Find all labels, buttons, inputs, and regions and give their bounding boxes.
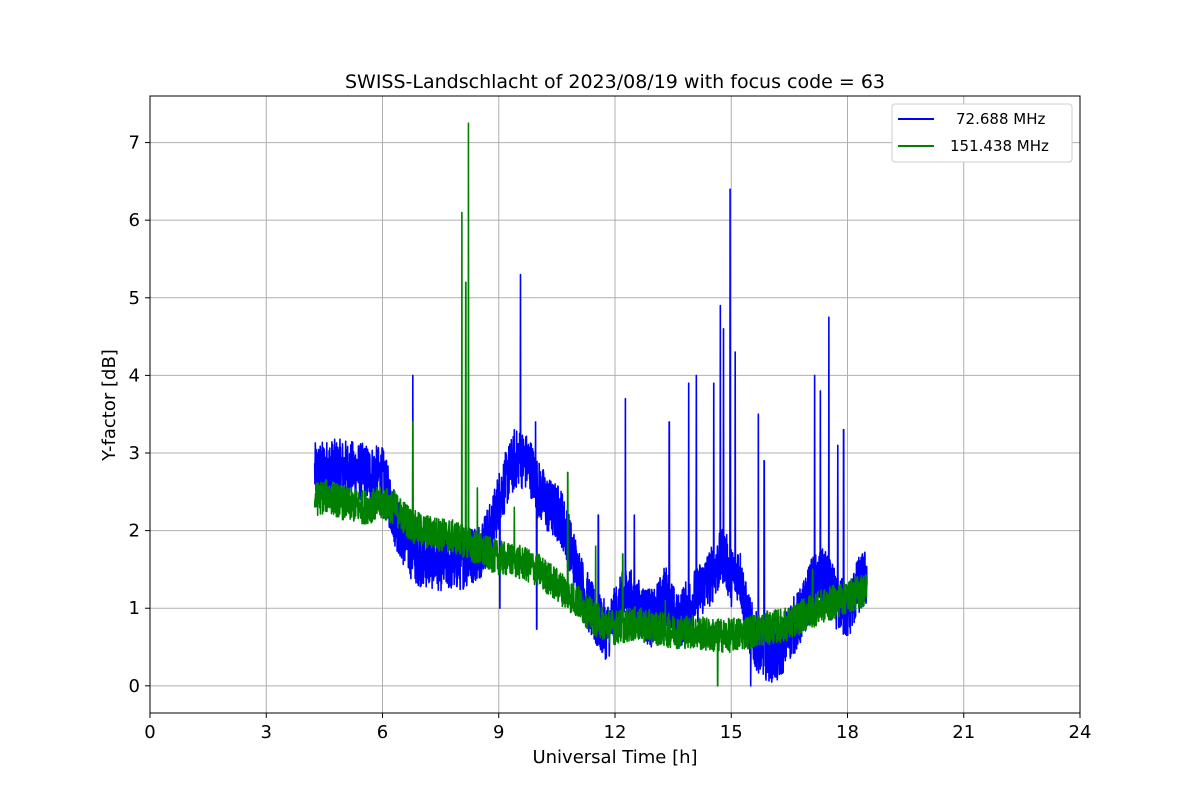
x-tick-label: 18 [836,722,859,743]
legend-label-series-2: 151.438 MHz [950,137,1049,155]
y-axis-label: Y-factor [dB] [99,349,120,462]
legend-box [891,103,1073,163]
legend: 72.688 MHz 151.438 MHz [891,103,1073,163]
y-tick-label: 4 [129,365,140,386]
y-tick-label: 2 [129,521,140,542]
x-axis-label: Universal Time [h] [532,747,697,768]
y-tick-label: 0 [129,676,140,697]
x-tick-label: 6 [377,722,388,743]
series-line-2 [313,122,868,687]
x-tick-label: 15 [720,722,743,743]
x-tick-label: 9 [493,722,504,743]
y-tick-label: 1 [129,598,140,619]
x-tick-label: 24 [1069,722,1092,743]
chart-title: SWISS-Landschlacht of 2023/08/19 with fo… [345,71,885,93]
y-axis: 0 1 2 3 4 5 6 7 [129,133,150,697]
y-tick-label: 5 [129,288,140,309]
x-tick-label: 12 [604,722,627,743]
legend-label-series-1: 72.688 MHz [956,110,1045,128]
series-layer [313,122,868,687]
x-tick-label: 21 [952,722,975,743]
y-tick-label: 3 [129,443,140,464]
x-tick-label: 3 [261,722,272,743]
x-tick-label: 0 [144,722,155,743]
y-tick-label: 7 [129,133,140,154]
series-line-1 [313,188,868,687]
y-tick-label: 6 [129,210,140,231]
x-axis: 0 3 6 9 12 15 18 21 24 [144,713,1091,743]
